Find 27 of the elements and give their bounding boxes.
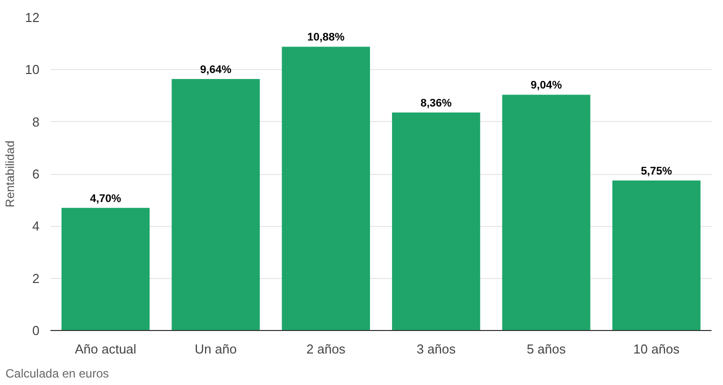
x-tick-label: 10 años xyxy=(633,342,680,356)
x-tick-label: 5 años xyxy=(526,342,566,356)
y-tick-label: 2 xyxy=(32,270,40,286)
data-label: 9,04% xyxy=(530,80,562,92)
data-label: 10,88% xyxy=(307,32,345,44)
x-tick-label: Un año xyxy=(194,342,237,356)
y-tick-label: 10 xyxy=(25,62,40,78)
data-label: 9,64% xyxy=(200,64,232,76)
bar xyxy=(282,46,370,330)
data-label: 4,70% xyxy=(90,192,122,205)
bar xyxy=(62,208,150,330)
bar xyxy=(612,180,700,330)
bar xyxy=(392,112,480,330)
y-axis-title: Rentabilidad xyxy=(3,140,18,208)
text: Calculada en euros xyxy=(6,366,109,380)
y-tick-label: 0 xyxy=(32,323,40,338)
y-tick-label: 8 xyxy=(32,114,40,130)
y-tick-label: 6 xyxy=(32,166,40,182)
y-tick-label: 12 xyxy=(25,10,40,25)
data-label: 8,36% xyxy=(420,97,452,110)
x-tick-label: 2 años xyxy=(306,342,346,356)
bar xyxy=(502,94,590,330)
x-tick-label: Año actual xyxy=(74,342,136,356)
y-tick-label: 4 xyxy=(32,218,40,234)
data-label: 5,75% xyxy=(640,166,672,178)
x-tick-label: 3 años xyxy=(416,342,456,356)
bar xyxy=(172,79,260,330)
